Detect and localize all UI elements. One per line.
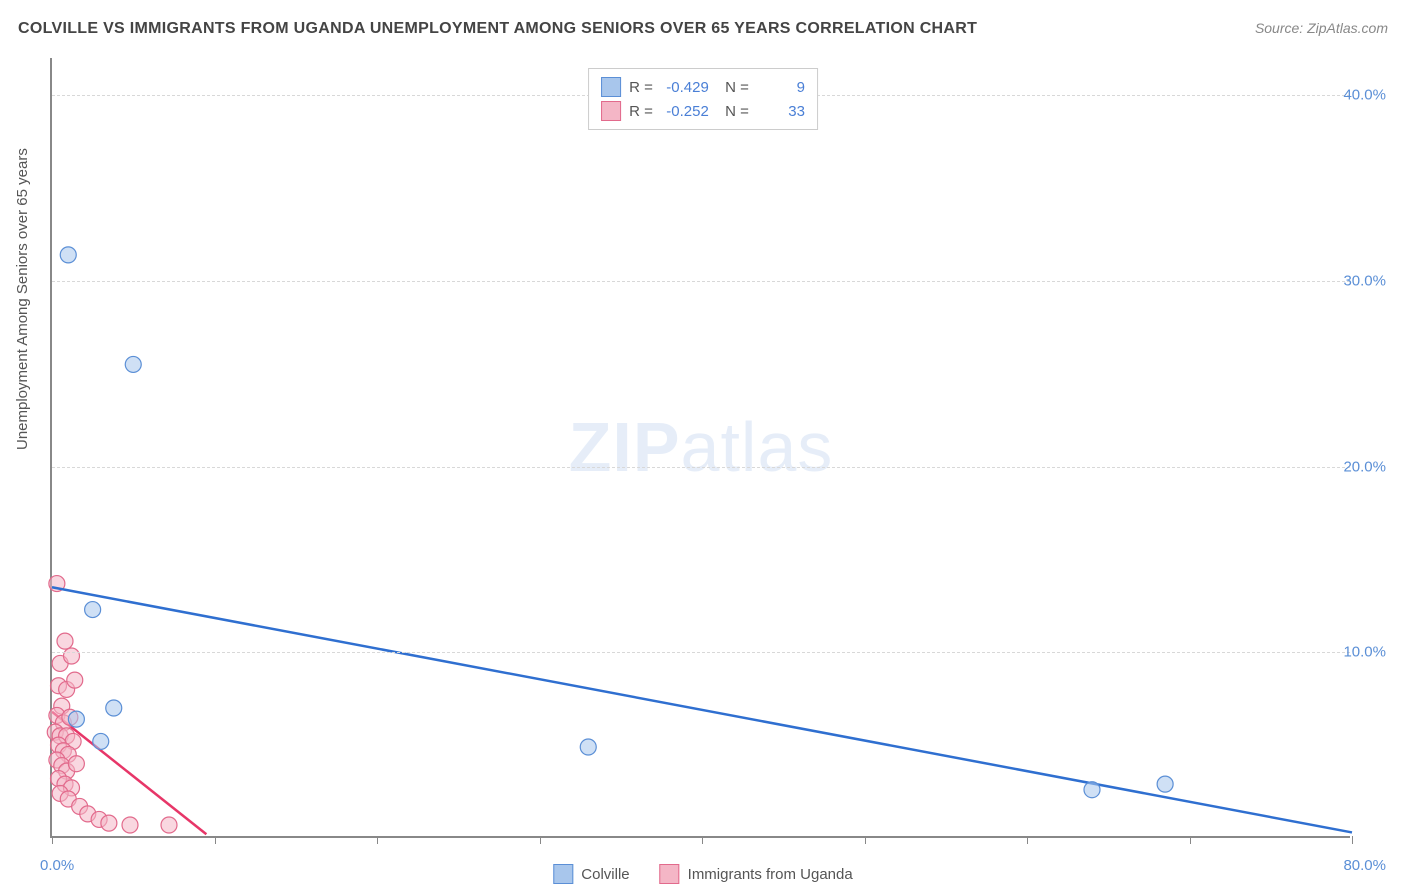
legend-row-series-0: R = -0.429 N = 9 <box>601 75 805 99</box>
legend-n-value-1: 33 <box>757 103 805 120</box>
y-tick-label: 40.0% <box>1343 87 1386 104</box>
data-point <box>101 815 117 831</box>
source-attribution: Source: ZipAtlas.com <box>1255 20 1388 36</box>
data-point <box>161 817 177 833</box>
y-tick-label: 20.0% <box>1343 458 1386 475</box>
data-point <box>67 672 83 688</box>
data-point <box>57 633 73 649</box>
x-tick <box>377 836 378 844</box>
y-axis-label: Unemployment Among Seniors over 65 years <box>14 148 31 450</box>
x-tick <box>52 836 53 844</box>
legend-swatch-1 <box>601 101 621 121</box>
correlation-legend: R = -0.429 N = 9 R = -0.252 N = 33 <box>588 68 818 130</box>
data-point <box>125 356 141 372</box>
plot-area: ZIPatlas <box>50 58 1350 838</box>
y-tick-label: 30.0% <box>1343 272 1386 289</box>
x-tick <box>540 836 541 844</box>
legend-bottom-swatch-0 <box>553 864 573 884</box>
trend-line-1 <box>52 712 206 835</box>
data-point <box>1157 776 1173 792</box>
legend-r-label: R = <box>629 103 653 120</box>
legend-bottom-swatch-1 <box>660 864 680 884</box>
legend-n-label: N = <box>717 103 749 120</box>
data-point <box>122 817 138 833</box>
legend-r-value-1: -0.252 <box>661 103 709 120</box>
x-tick-label-min: 0.0% <box>40 857 74 874</box>
x-tick <box>702 836 703 844</box>
legend-r-value-0: -0.429 <box>661 79 709 96</box>
data-point <box>1084 782 1100 798</box>
y-tick-label: 10.0% <box>1343 644 1386 661</box>
data-point <box>93 733 109 749</box>
gridline-h <box>52 281 1350 282</box>
data-point <box>64 648 80 664</box>
gridline-h <box>52 652 1350 653</box>
chart-title: COLVILLE VS IMMIGRANTS FROM UGANDA UNEMP… <box>18 20 977 38</box>
data-point <box>580 739 596 755</box>
series-legend: Colville Immigrants from Uganda <box>553 864 852 884</box>
data-point <box>85 602 101 618</box>
x-tick <box>1027 836 1028 844</box>
legend-bottom-label-0: Colville <box>581 866 629 883</box>
legend-r-label: R = <box>629 79 653 96</box>
legend-item-1: Immigrants from Uganda <box>660 864 853 884</box>
data-point <box>60 247 76 263</box>
scatter-plot-svg <box>52 58 1350 836</box>
data-point <box>68 756 84 772</box>
legend-bottom-label-1: Immigrants from Uganda <box>688 866 853 883</box>
legend-row-series-1: R = -0.252 N = 33 <box>601 99 805 123</box>
x-tick-label-max: 80.0% <box>1343 857 1386 874</box>
x-tick <box>1352 836 1353 844</box>
x-tick <box>1190 836 1191 844</box>
trend-line-0 <box>52 587 1352 832</box>
legend-item-0: Colville <box>553 864 629 884</box>
x-tick <box>865 836 866 844</box>
legend-n-value-0: 9 <box>757 79 805 96</box>
data-point <box>68 711 84 727</box>
gridline-h <box>52 467 1350 468</box>
data-point <box>106 700 122 716</box>
legend-swatch-0 <box>601 77 621 97</box>
legend-n-label: N = <box>717 79 749 96</box>
x-tick <box>215 836 216 844</box>
